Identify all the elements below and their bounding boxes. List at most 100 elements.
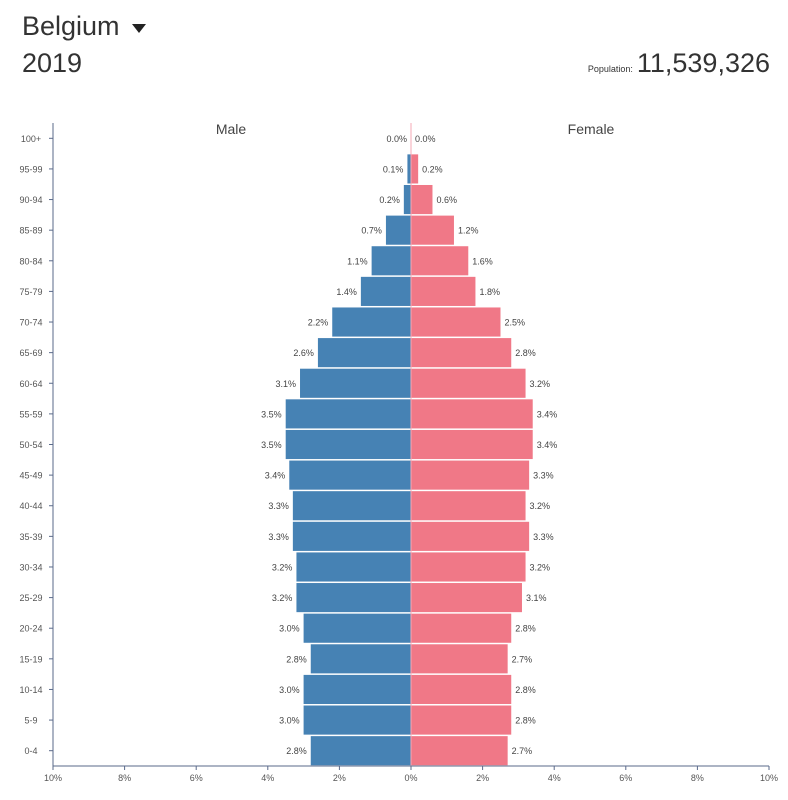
- female-bar: [411, 736, 508, 766]
- female-bar: [411, 521, 530, 551]
- male-bar: [292, 491, 411, 521]
- female-bar: [411, 399, 533, 429]
- age-group-label: 15-19: [19, 654, 42, 664]
- female-value-label: 0.2%: [422, 164, 443, 174]
- male-bar: [292, 521, 411, 551]
- male-value-label: 0.1%: [383, 164, 404, 174]
- age-group-label: 85-89: [19, 226, 42, 236]
- x-tick-label: 8%: [118, 773, 131, 783]
- female-value-label: 3.3%: [533, 471, 554, 481]
- age-group-label: 60-64: [19, 379, 42, 389]
- male-value-label: 0.7%: [361, 226, 382, 236]
- age-group-label: 20-24: [19, 624, 42, 634]
- male-bar: [296, 583, 411, 613]
- male-value-label: 3.3%: [268, 532, 289, 542]
- x-tick-label: 10%: [44, 773, 62, 783]
- male-value-label: 1.4%: [336, 287, 357, 297]
- male-value-label: 3.5%: [261, 440, 282, 450]
- male-bar: [296, 552, 411, 582]
- male-value-label: 3.0%: [279, 716, 300, 726]
- female-value-label: 2.8%: [515, 624, 536, 634]
- caret-down-icon[interactable]: [131, 23, 146, 33]
- female-value-label: 3.2%: [530, 379, 551, 389]
- country-selector[interactable]: Belgium: [22, 6, 146, 46]
- male-value-label: 0.0%: [386, 134, 407, 144]
- female-value-label: 3.1%: [526, 593, 547, 603]
- age-group-label: 90-94: [19, 195, 42, 205]
- male-value-label: 3.3%: [268, 501, 289, 511]
- age-group-label: 80-84: [19, 256, 42, 266]
- female-bar: [411, 184, 433, 215]
- male-value-label: 2.8%: [286, 746, 307, 756]
- x-tick-label: 6%: [190, 773, 203, 783]
- male-value-label: 3.2%: [272, 593, 293, 603]
- female-bar: [411, 705, 512, 735]
- age-group-label: 30-34: [19, 562, 42, 572]
- male-value-label: 3.2%: [272, 562, 293, 572]
- female-bar: [411, 491, 526, 521]
- x-tick-label: 10%: [760, 773, 778, 783]
- x-tick-label: 4%: [261, 773, 274, 783]
- female-value-label: 2.7%: [512, 746, 533, 756]
- female-bar: [411, 583, 522, 613]
- male-bar: [310, 644, 411, 674]
- male-bar: [303, 705, 411, 735]
- male-bar: [303, 674, 411, 705]
- male-bar: [310, 736, 411, 766]
- female-bar: [411, 154, 419, 184]
- male-bar: [285, 399, 411, 429]
- male-bar: [403, 184, 411, 215]
- female-bar: [411, 613, 512, 643]
- country-name: Belgium: [22, 10, 120, 41]
- female-bar: [411, 246, 469, 276]
- male-bar: [407, 154, 411, 184]
- x-tick-label: 6%: [619, 773, 632, 783]
- male-bar: [385, 215, 411, 245]
- male-bar: [289, 460, 411, 490]
- population-label: Population:: [587, 64, 633, 74]
- age-group-label: 50-54: [19, 440, 42, 450]
- male-bar: [317, 338, 411, 368]
- female-value-label: 2.8%: [515, 685, 536, 695]
- female-bar: [411, 429, 533, 460]
- female-bar: [411, 674, 512, 705]
- age-group-label: 55-59: [19, 409, 42, 419]
- x-tick-label: 8%: [691, 773, 704, 783]
- female-value-label: 1.2%: [458, 226, 479, 236]
- female-bar: [411, 276, 476, 306]
- male-value-label: 3.5%: [261, 409, 282, 419]
- x-tick-label: 2%: [476, 773, 489, 783]
- male-value-label: 2.6%: [293, 348, 314, 358]
- female-value-label: 0.6%: [436, 195, 457, 205]
- male-value-label: 3.0%: [279, 624, 300, 634]
- female-bar: [411, 644, 508, 674]
- female-value-label: 3.2%: [530, 562, 551, 572]
- female-value-label: 2.5%: [505, 318, 526, 328]
- age-group-label: 35-39: [19, 532, 42, 542]
- female-value-label: 3.4%: [537, 440, 558, 450]
- female-value-label: 3.2%: [530, 501, 551, 511]
- age-group-label: 75-79: [19, 287, 42, 297]
- female-value-label: 0.0%: [415, 134, 436, 144]
- female-value-label: 3.4%: [537, 409, 558, 419]
- age-group-label: 5-9: [24, 716, 37, 726]
- age-group-label: 70-74: [19, 318, 42, 328]
- x-tick-label: 4%: [548, 773, 561, 783]
- male-bar: [303, 613, 411, 643]
- year-label: 2019: [22, 48, 83, 78]
- male-bar: [371, 246, 411, 276]
- age-group-label: 45-49: [19, 471, 42, 481]
- male-value-label: 2.2%: [308, 318, 329, 328]
- female-bar: [411, 338, 512, 368]
- age-group-label: 40-44: [19, 501, 42, 511]
- female-bar: [411, 215, 454, 245]
- female-value-label: 2.8%: [515, 716, 536, 726]
- population-readout: Population: 11,539,326: [588, 48, 770, 79]
- female-bar: [411, 307, 501, 337]
- male-bar: [332, 307, 411, 337]
- age-group-label: 95-99: [19, 164, 42, 174]
- male-bar: [285, 429, 411, 460]
- age-group-label: 0-4: [24, 746, 37, 756]
- male-value-label: 1.1%: [347, 256, 368, 266]
